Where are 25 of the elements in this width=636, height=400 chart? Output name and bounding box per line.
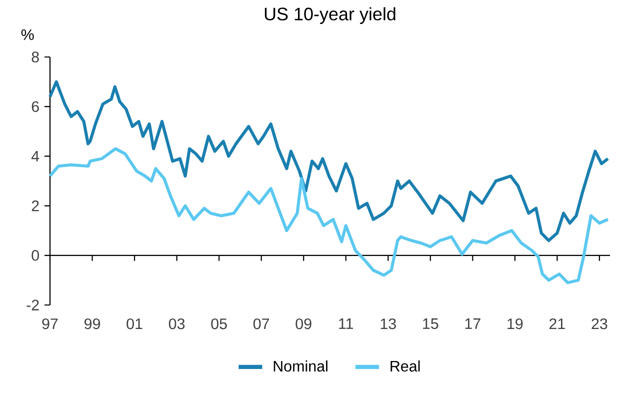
x-tick-label: 01: [126, 318, 142, 330]
y-tick-label: 6: [32, 101, 39, 112]
y-tick-label: 0: [32, 250, 39, 261]
x-tick-label: 07: [253, 318, 270, 330]
x-tick-label: 05: [211, 318, 227, 330]
chart-title: US 10-year yield: [264, 7, 396, 24]
x-tick-label: 03: [168, 318, 185, 330]
legend-label: Nominal: [274, 360, 328, 372]
x-tick-label: 17: [465, 318, 480, 329]
y-tick-label: 8: [32, 52, 39, 62]
x-tick-label: 15: [423, 318, 438, 330]
line-series: [48, 147, 610, 284]
x-tick-label: 97: [42, 318, 58, 330]
x-tick-label: 23: [592, 318, 608, 330]
x-tick-label: 99: [84, 318, 100, 330]
x-tick-label: 13: [380, 318, 396, 330]
x-tick-label: 11: [339, 318, 354, 329]
x-tick-label: 19: [508, 318, 523, 330]
legend-label: Real: [390, 360, 420, 372]
y-tick-label: 4: [31, 150, 40, 162]
x-tick-label: 21: [549, 318, 565, 330]
y-tick-label: 2: [32, 200, 39, 212]
x-tick-label: 09: [296, 318, 312, 330]
y-axis-title: %: [21, 29, 34, 40]
y-tick-label: -2: [26, 300, 39, 310]
